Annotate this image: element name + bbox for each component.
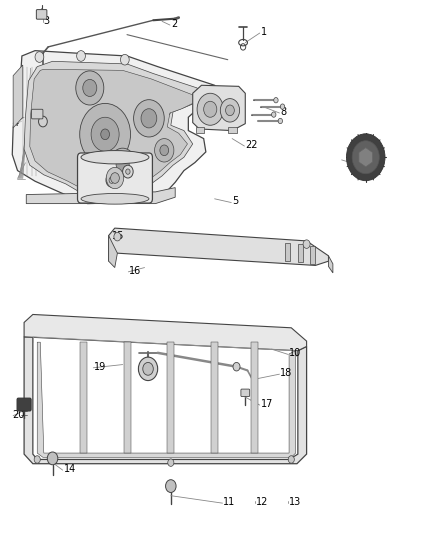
FancyBboxPatch shape	[78, 153, 152, 203]
Circle shape	[233, 362, 240, 371]
Circle shape	[288, 456, 294, 463]
Polygon shape	[359, 148, 373, 167]
Circle shape	[197, 93, 223, 125]
Text: 13: 13	[289, 497, 301, 507]
Polygon shape	[24, 314, 307, 351]
Ellipse shape	[81, 193, 149, 204]
Text: 21: 21	[123, 170, 135, 180]
Polygon shape	[167, 342, 174, 453]
FancyBboxPatch shape	[241, 389, 250, 397]
Circle shape	[80, 103, 131, 165]
Polygon shape	[211, 342, 218, 453]
Polygon shape	[24, 61, 199, 195]
Text: 15: 15	[112, 231, 124, 240]
Polygon shape	[251, 342, 258, 453]
Circle shape	[278, 118, 283, 124]
Ellipse shape	[81, 150, 149, 164]
Circle shape	[126, 169, 130, 174]
FancyBboxPatch shape	[17, 398, 31, 411]
Polygon shape	[24, 337, 307, 464]
Polygon shape	[196, 127, 204, 133]
Circle shape	[123, 165, 133, 178]
Circle shape	[116, 156, 129, 172]
Circle shape	[109, 177, 114, 183]
Polygon shape	[310, 246, 315, 264]
Circle shape	[272, 112, 276, 117]
Polygon shape	[80, 342, 87, 453]
Circle shape	[160, 145, 169, 156]
FancyBboxPatch shape	[36, 10, 47, 19]
Circle shape	[352, 141, 379, 174]
Text: 22: 22	[245, 140, 258, 150]
Circle shape	[141, 109, 157, 128]
Text: 20: 20	[12, 410, 25, 419]
Circle shape	[303, 240, 310, 248]
Polygon shape	[285, 243, 290, 261]
Circle shape	[166, 480, 176, 492]
Text: 19: 19	[94, 362, 106, 372]
Polygon shape	[12, 51, 219, 204]
Polygon shape	[13, 65, 23, 128]
Polygon shape	[30, 69, 195, 191]
Polygon shape	[193, 85, 245, 131]
Text: 16: 16	[129, 266, 141, 276]
Text: 1: 1	[261, 27, 267, 37]
Circle shape	[77, 51, 85, 61]
Circle shape	[101, 129, 110, 140]
Text: 6: 6	[101, 183, 107, 192]
Circle shape	[91, 117, 119, 151]
Circle shape	[143, 362, 153, 375]
Circle shape	[138, 357, 158, 381]
Text: 9: 9	[355, 158, 361, 167]
Text: 2: 2	[171, 19, 177, 29]
Circle shape	[226, 105, 234, 116]
Polygon shape	[328, 256, 333, 273]
Circle shape	[114, 232, 121, 241]
Circle shape	[120, 54, 129, 65]
Polygon shape	[26, 188, 175, 204]
Text: 18: 18	[280, 368, 293, 378]
Polygon shape	[298, 244, 303, 262]
Circle shape	[110, 148, 136, 180]
Circle shape	[155, 139, 174, 162]
Circle shape	[76, 71, 104, 105]
Circle shape	[168, 459, 174, 466]
Circle shape	[346, 134, 385, 181]
Text: 5: 5	[232, 197, 238, 206]
Text: 12: 12	[256, 497, 268, 507]
Text: 11: 11	[223, 497, 236, 507]
Circle shape	[204, 101, 217, 117]
Text: 7: 7	[166, 107, 173, 117]
Circle shape	[106, 173, 117, 187]
Polygon shape	[109, 228, 328, 265]
Text: 8: 8	[280, 107, 286, 117]
Circle shape	[110, 173, 119, 183]
Polygon shape	[124, 342, 131, 453]
Text: 3: 3	[44, 17, 50, 26]
Circle shape	[134, 100, 164, 137]
Text: 17: 17	[261, 399, 273, 409]
Circle shape	[34, 456, 40, 463]
Circle shape	[274, 98, 278, 103]
Circle shape	[83, 79, 97, 96]
Circle shape	[106, 167, 124, 189]
Polygon shape	[109, 236, 117, 268]
Circle shape	[220, 99, 240, 122]
Text: 4: 4	[12, 118, 18, 127]
Circle shape	[35, 52, 44, 62]
Circle shape	[39, 116, 47, 127]
Text: 10: 10	[289, 349, 301, 358]
Circle shape	[280, 104, 285, 109]
Polygon shape	[228, 127, 237, 133]
Circle shape	[47, 452, 58, 465]
FancyBboxPatch shape	[32, 109, 43, 119]
Text: 14: 14	[64, 464, 76, 474]
Polygon shape	[37, 342, 296, 457]
